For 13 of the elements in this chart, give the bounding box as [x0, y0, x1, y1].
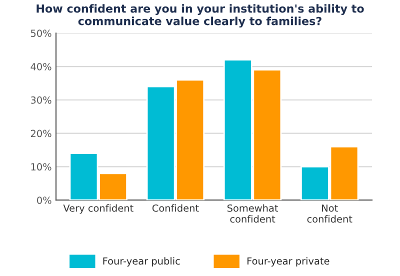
legend-label: Four-year public: [103, 257, 180, 267]
y-tick-label: 50%: [30, 30, 52, 37]
y-tick-label: 0%: [37, 196, 52, 204]
x-tick-label: Confident: [152, 204, 199, 212]
y-tick-label: 10%: [31, 163, 52, 171]
x-tick-label: Somewhat confident: [227, 204, 278, 223]
x-tick-label: Not confident: [307, 204, 352, 223]
y-tick-label: 30%: [30, 96, 52, 104]
chart-title: How confident are you in your institution's ability to communicate value clearly to families?: [36, 4, 364, 28]
y-tick-label: 20%: [30, 130, 52, 138]
y-tick-label: 40%: [30, 62, 52, 70]
x-tick-label: Very confident: [63, 204, 134, 214]
legend-label: Four-year private: [247, 257, 330, 267]
